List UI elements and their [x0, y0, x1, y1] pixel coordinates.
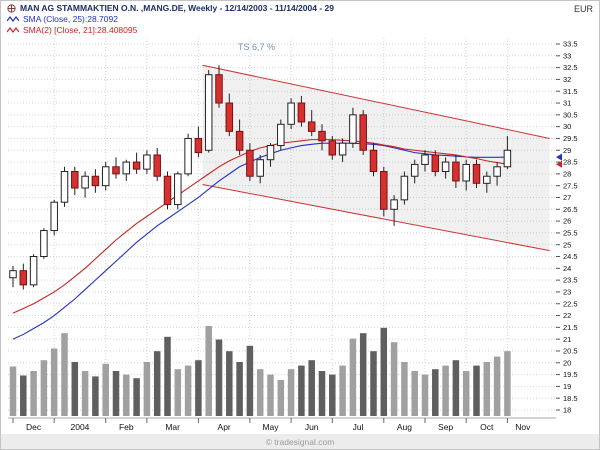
instrument-row[interactable]: MAN AG STAMMAKTIEN O.N. ,MANG.DE, Weekly… [7, 3, 334, 13]
svg-text:Dec: Dec [26, 422, 42, 432]
y-axis: 18 18.5 19 19.5 20 20.5 21 21.5 22 22.5 23 23.5 24 24… [556, 40, 578, 415]
svg-text:23.5: 23.5 [563, 276, 578, 285]
svg-text:31.5: 31.5 [563, 87, 578, 96]
chart-title: MAN AG STAMMAKTIEN O.N. ,MANG.DE, Weekly… [20, 3, 334, 13]
svg-text:Oct: Oct [480, 422, 494, 432]
sma25-line-icon [7, 16, 19, 22]
svg-text:28.5: 28.5 [563, 158, 578, 167]
svg-text:24.5: 24.5 [563, 252, 578, 261]
channel-label: TS 6,7 % [238, 42, 275, 52]
svg-text:32: 32 [563, 75, 571, 84]
svg-text:26: 26 [563, 217, 571, 226]
candlestick-series[interactable] [9, 65, 512, 290]
svg-text:Mar: Mar [165, 422, 180, 432]
svg-text:Feb: Feb [119, 422, 134, 432]
chart-legend: MAN AG STAMMAKTIEN O.N. ,MANG.DE, Weekly… [7, 3, 334, 36]
svg-text:22.5: 22.5 [563, 299, 578, 308]
sma21-legend-row[interactable]: SMA(2) [Close, 21]:28.408095 [7, 25, 334, 35]
svg-text:32.5: 32.5 [563, 63, 578, 72]
svg-text:25: 25 [563, 240, 571, 249]
sma25-legend-label: SMA (Close, 25):28.7092 [23, 14, 118, 24]
svg-text:18: 18 [563, 406, 571, 415]
instrument-icon [7, 3, 16, 13]
svg-text:29: 29 [563, 146, 571, 155]
svg-text:27.5: 27.5 [563, 181, 578, 190]
axis-markers [556, 153, 562, 168]
svg-text:20: 20 [563, 358, 571, 367]
svg-text:33.5: 33.5 [563, 40, 578, 49]
svg-text:TS 6,7 %: TS 6,7 % [238, 42, 275, 52]
svg-text:28: 28 [563, 169, 571, 178]
svg-text:21: 21 [563, 335, 571, 344]
svg-text:Jul: Jul [353, 422, 364, 432]
svg-text:Apr: Apr [218, 422, 231, 432]
svg-text:25.5: 25.5 [563, 229, 578, 238]
x-axis: Dec 2004 Feb Mar Apr May Jun Jul Aug Sep Oct Nov [8, 417, 556, 432]
sma21-line-icon [7, 27, 19, 33]
copyright-text: © tradesignal.com [265, 436, 335, 447]
svg-text:Nov: Nov [515, 422, 531, 432]
svg-text:21.5: 21.5 [563, 323, 578, 332]
svg-text:18.5: 18.5 [563, 394, 578, 403]
svg-text:30.5: 30.5 [563, 110, 578, 119]
svg-text:31: 31 [563, 99, 571, 108]
svg-text:26.5: 26.5 [563, 205, 578, 214]
sma21-legend-label: SMA(2) [Close, 21]:28.408095 [23, 25, 138, 35]
svg-text:2004: 2004 [70, 422, 89, 432]
svg-text:19: 19 [563, 382, 571, 391]
svg-text:Aug: Aug [397, 422, 412, 432]
svg-text:Sep: Sep [438, 422, 453, 432]
currency-label: EUR [573, 4, 593, 14]
volume-series [9, 326, 511, 416]
svg-text:20.5: 20.5 [563, 347, 578, 356]
svg-text:May: May [262, 422, 279, 432]
footer-bar: © tradesignal.com [1, 434, 599, 449]
svg-text:24: 24 [563, 264, 571, 273]
svg-text:22: 22 [563, 311, 571, 320]
svg-text:19.5: 19.5 [563, 370, 578, 379]
svg-text:23: 23 [563, 288, 571, 297]
svg-text:33: 33 [563, 51, 571, 60]
svg-text:29.5: 29.5 [563, 134, 578, 143]
svg-text:27: 27 [563, 193, 571, 202]
svg-text:30: 30 [563, 122, 571, 131]
sma25-legend-row[interactable]: SMA (Close, 25):28.7092 [7, 14, 334, 24]
svg-text:Jun: Jun [305, 422, 319, 432]
